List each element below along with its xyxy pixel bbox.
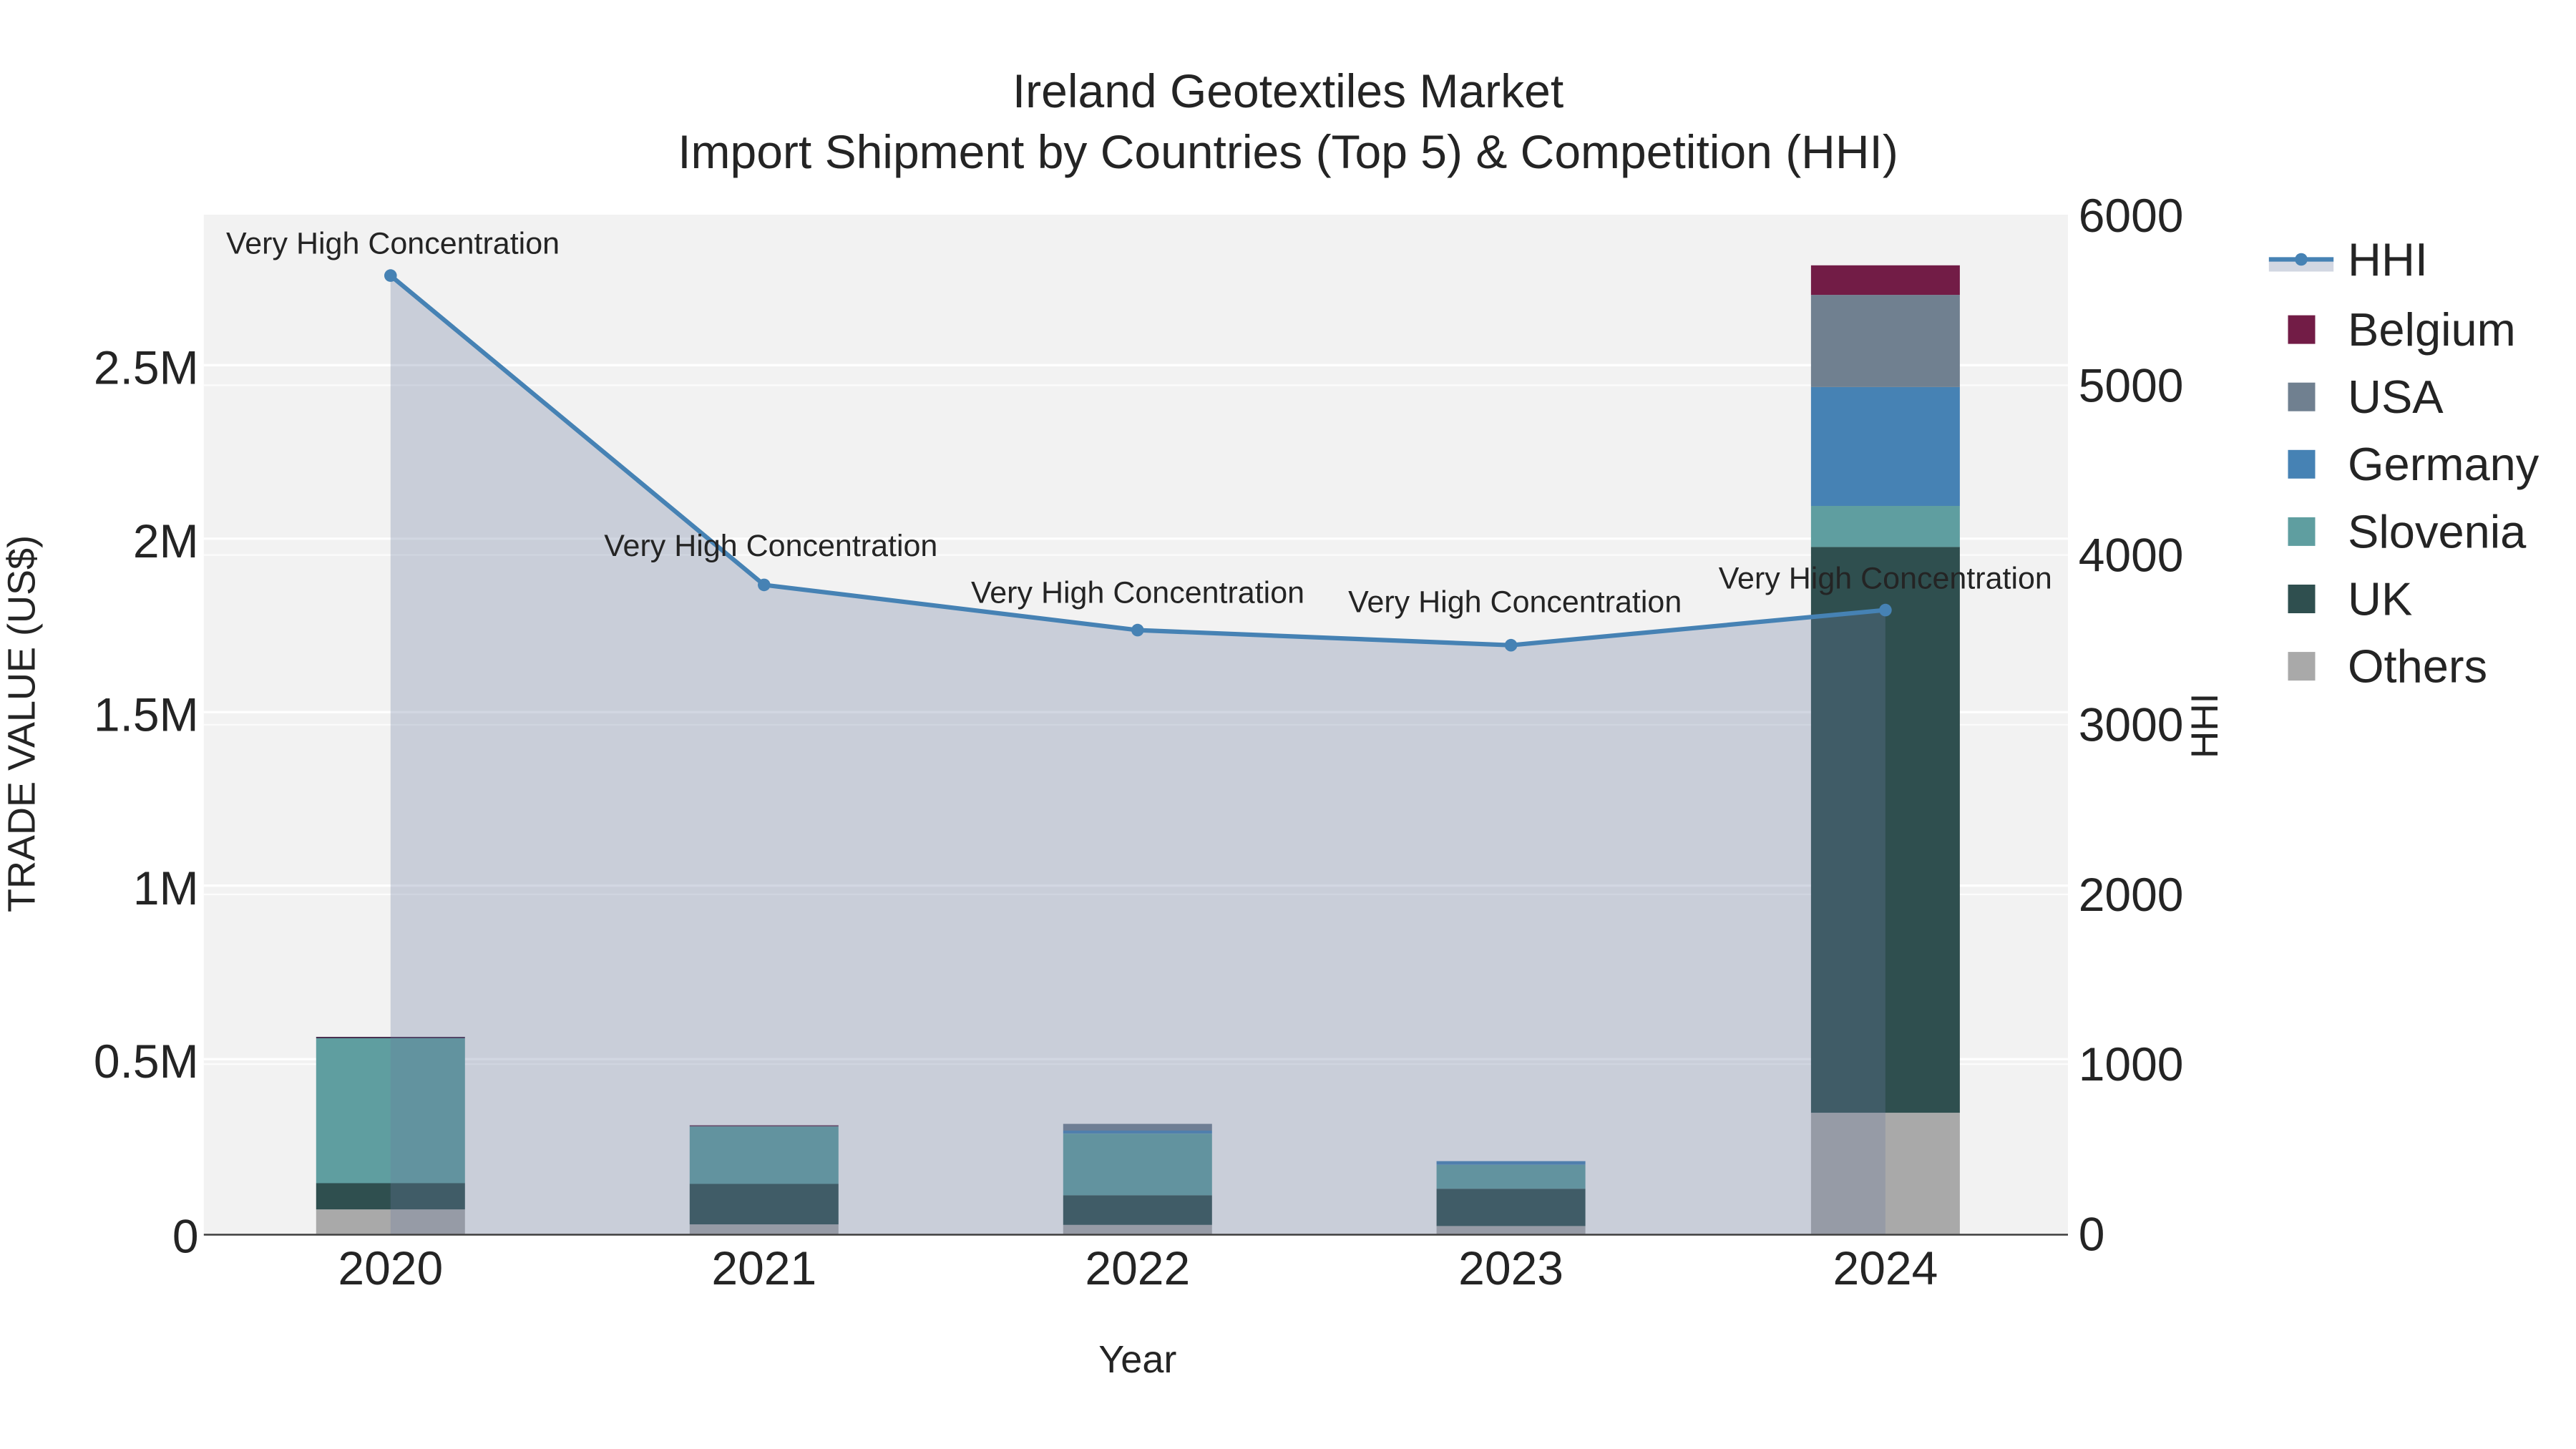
svg-text:Very High Concentration: Very High Concentration [1719, 561, 2052, 595]
svg-text:1000: 1000 [2079, 1038, 2184, 1091]
svg-text:Slovenia: Slovenia [2348, 505, 2527, 557]
svg-text:HHI: HHI [2348, 233, 2428, 286]
svg-text:Very High Concentration: Very High Concentration [226, 227, 560, 261]
svg-text:2024: 2024 [1833, 1241, 1938, 1294]
svg-text:TRADE VALUE (US$): TRADE VALUE (US$) [1, 535, 44, 912]
svg-text:Ireland Geotextiles Market: Ireland Geotextiles Market [1013, 64, 1563, 117]
svg-text:HHI: HHI [2184, 693, 2226, 758]
svg-text:Year: Year [1098, 1338, 1176, 1381]
svg-text:2000: 2000 [2079, 868, 2184, 921]
svg-text:Very High Concentration: Very High Concentration [604, 529, 937, 563]
svg-text:Belgium: Belgium [2348, 303, 2516, 356]
svg-text:0: 0 [172, 1209, 199, 1262]
svg-text:0.5M: 0.5M [94, 1035, 199, 1088]
svg-text:Very High Concentration: Very High Concentration [1348, 585, 1682, 620]
svg-text:2.5M: 2.5M [94, 341, 199, 394]
svg-text:5000: 5000 [2079, 358, 2184, 411]
svg-text:2021: 2021 [711, 1241, 816, 1294]
svg-text:UK: UK [2348, 572, 2412, 625]
svg-text:6000: 6000 [2079, 189, 2184, 242]
svg-text:1M: 1M [133, 862, 199, 914]
svg-text:Germany: Germany [2348, 438, 2540, 490]
svg-text:1.5M: 1.5M [94, 688, 199, 741]
svg-text:0: 0 [2079, 1207, 2105, 1260]
svg-text:Others: Others [2348, 640, 2487, 693]
svg-text:2023: 2023 [1458, 1241, 1563, 1294]
svg-text:Import Shipment by Countries (: Import Shipment by Countries (Top 5) & C… [678, 125, 1898, 178]
svg-text:3000: 3000 [2079, 698, 2184, 751]
svg-text:4000: 4000 [2079, 529, 2184, 582]
svg-text:2M: 2M [133, 514, 199, 567]
svg-text:2022: 2022 [1085, 1241, 1190, 1294]
svg-text:Very High Concentration: Very High Concentration [971, 575, 1304, 610]
svg-text:USA: USA [2348, 371, 2444, 423]
svg-text:2020: 2020 [338, 1241, 443, 1294]
